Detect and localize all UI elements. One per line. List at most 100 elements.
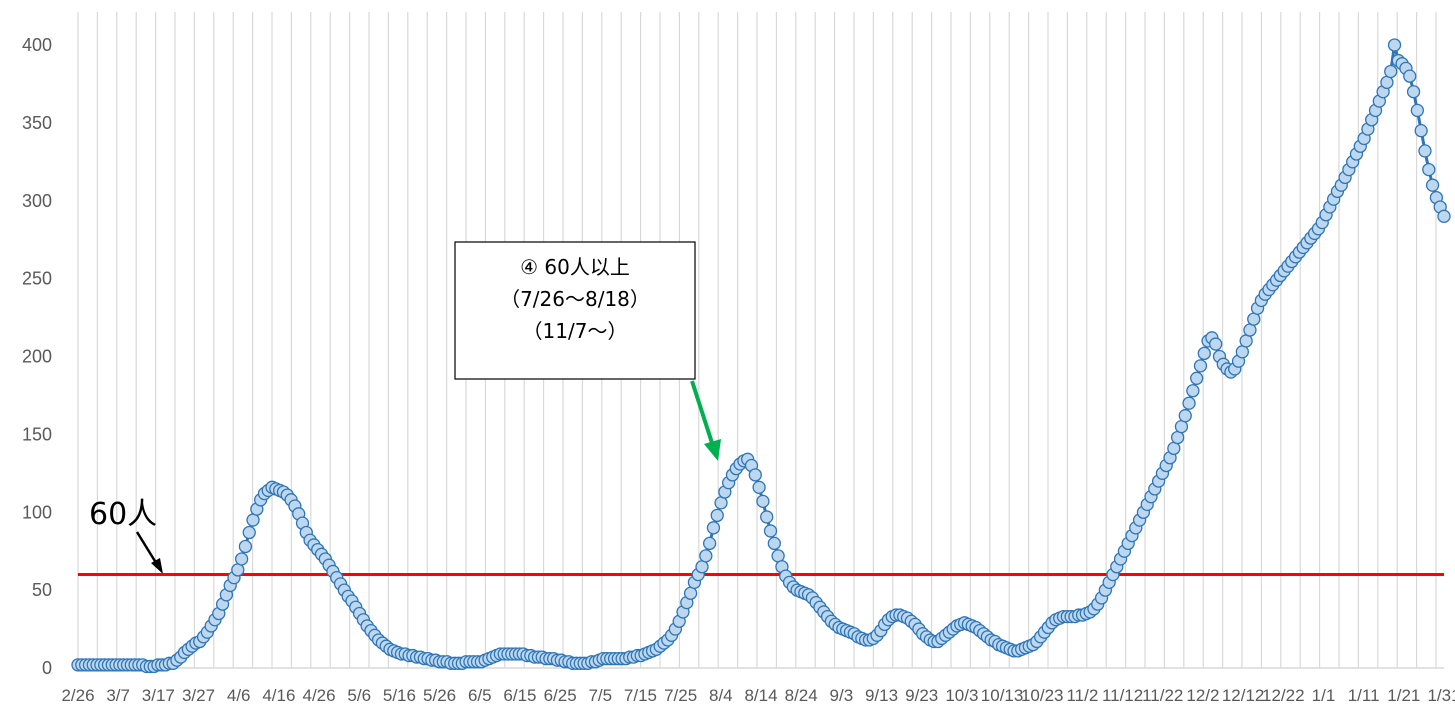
x-tick-label: 12/12 <box>1222 686 1265 705</box>
x-tick-label: 3/17 <box>142 686 175 705</box>
x-tick-label: 6/5 <box>468 686 492 705</box>
data-point <box>1403 69 1417 83</box>
reference-arrow-shaft <box>135 531 160 567</box>
data-point <box>242 525 256 540</box>
data-point <box>695 560 709 574</box>
x-tick-label: 11/2 <box>1066 686 1098 705</box>
x-tick-label: 3/27 <box>182 686 215 705</box>
x-tick-label: 4/16 <box>262 686 295 705</box>
x-tick-label: 9/13 <box>865 686 898 705</box>
data-point <box>1193 359 1208 373</box>
data-point <box>706 521 721 535</box>
data-point <box>1387 38 1402 52</box>
data-point <box>763 524 778 538</box>
x-tick-label: 10/3 <box>945 686 978 705</box>
x-tick-label: 9/3 <box>830 686 854 705</box>
y-tick-label: 250 <box>22 269 52 289</box>
reference-label: 60人 <box>89 497 157 532</box>
x-tick-label: 4/26 <box>303 686 336 705</box>
x-tick-label: 6/25 <box>544 686 577 705</box>
y-tick-label: 0 <box>42 658 52 678</box>
data-point <box>1186 384 1200 398</box>
data-point <box>714 496 728 510</box>
data-point <box>1380 75 1394 90</box>
x-tick-label: 7/15 <box>624 686 657 705</box>
x-tick-label: 1/1 <box>1312 686 1336 705</box>
data-point <box>1209 337 1223 351</box>
x-tick-label: 3/7 <box>106 686 130 705</box>
y-tick-label: 200 <box>22 347 52 367</box>
y-tick-label: 50 <box>32 580 52 600</box>
data-point <box>1437 209 1451 223</box>
data-point <box>1174 419 1189 434</box>
x-tick-label: 8/14 <box>744 686 777 705</box>
annotation-rect <box>454 241 696 380</box>
x-tick-label: 10/23 <box>1021 686 1064 705</box>
data-point <box>1243 323 1257 337</box>
x-tick-label: 5/26 <box>423 686 456 705</box>
data-point <box>1239 334 1253 348</box>
data-point <box>1384 64 1398 79</box>
x-tick-label: 6/15 <box>503 686 536 705</box>
data-point <box>699 549 713 563</box>
x-tick-label: 11/12 <box>1102 686 1143 705</box>
annotation-arrow-shaft <box>690 380 715 447</box>
y-tick-label: 150 <box>22 424 52 444</box>
x-tick-label: 2/26 <box>61 686 94 705</box>
annotation-line-2: （7/26～8/18） <box>500 287 650 311</box>
data-point <box>1418 144 1432 158</box>
data-point <box>702 536 717 551</box>
data-point <box>1247 312 1261 326</box>
data-point <box>1410 103 1425 118</box>
data-point <box>710 508 724 523</box>
x-tick-label: 10/13 <box>981 686 1024 705</box>
x-tick-label: 5/6 <box>347 686 371 705</box>
y-axis-ticks: 0 50 100 150 200 250 300 350 400 <box>22 35 52 678</box>
annotation-arrow <box>690 380 721 461</box>
reference-arrow-head <box>151 558 163 574</box>
data-point <box>683 586 698 600</box>
x-tick-label: 1/21 <box>1387 686 1420 705</box>
x-tick-label: 7/5 <box>588 686 612 705</box>
data-point <box>1182 396 1196 410</box>
y-tick-label: 100 <box>22 502 52 522</box>
data-point <box>752 480 766 494</box>
x-tick-label: 12/22 <box>1262 686 1305 705</box>
x-tick-label: 8/4 <box>709 686 733 705</box>
y-tick-label: 400 <box>22 35 52 55</box>
x-tick-label: 1/31 <box>1427 686 1455 705</box>
data-point <box>1406 85 1421 99</box>
annotation-box: ④ 60人以上 （7/26～8/18） （11/7～） <box>454 241 696 380</box>
data-point <box>756 494 770 509</box>
data-point <box>767 536 781 551</box>
x-tick-label: 5/16 <box>383 686 416 705</box>
data-point <box>1425 178 1440 192</box>
data-point <box>1197 346 1211 361</box>
data-point <box>748 468 762 482</box>
annotation-arrow-head <box>704 439 721 461</box>
series-line <box>71 38 1451 674</box>
data-point <box>231 563 245 577</box>
data-point <box>1178 409 1192 423</box>
data-point <box>1422 162 1436 177</box>
reference-label-group: 60人 <box>89 497 163 574</box>
x-tick-label: 11/22 <box>1142 686 1183 705</box>
data-point <box>1414 124 1428 138</box>
data-point <box>1171 430 1185 445</box>
data-point <box>771 549 785 563</box>
vertical-gridlines <box>77 12 1437 668</box>
data-point <box>1190 371 1204 385</box>
y-tick-label: 300 <box>22 191 52 211</box>
x-tick-label: 7/25 <box>664 686 697 705</box>
data-point <box>246 513 260 527</box>
y-tick-label: 350 <box>22 113 52 133</box>
x-tick-label: 9/23 <box>905 686 938 705</box>
x-tick-label: 4/6 <box>227 686 251 705</box>
x-tick-label: 12/2 <box>1186 686 1219 705</box>
data-point <box>760 510 774 524</box>
x-tick-label: 1/11 <box>1348 686 1380 705</box>
annotation-line-1: ④ 60人以上 <box>520 255 630 279</box>
annotation-line-3: （11/7～） <box>523 319 628 343</box>
data-point <box>1235 345 1249 359</box>
